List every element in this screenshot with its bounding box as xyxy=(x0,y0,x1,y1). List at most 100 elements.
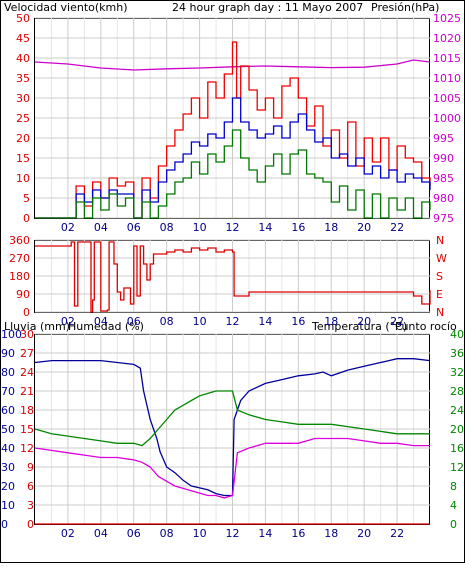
temperature-y-tick-label: 0 xyxy=(450,518,457,531)
humidity-y-tick-label: 80 xyxy=(1,366,15,379)
wind-panel-x-tick-label: 04 xyxy=(94,221,108,234)
humidity-y-tick-label: 100 xyxy=(1,328,22,341)
direction-panel-x-tick-label: 22 xyxy=(390,315,404,328)
wind-y-tick-label: 40 xyxy=(16,52,30,65)
humidity-y-tick-label: 0 xyxy=(1,518,8,531)
rain-y-tick-label: 6 xyxy=(27,480,34,493)
wind-minimum-line xyxy=(35,129,431,219)
pressure-y-tick-label: 1025 xyxy=(433,12,461,25)
wind-panel-x-tick-label: 06 xyxy=(127,221,141,234)
humidity-y-tick-label: 70 xyxy=(1,385,15,398)
humidity-panel-x-tick-label: 06 xyxy=(127,527,141,540)
temperature-y-tick-label: 28 xyxy=(450,385,464,398)
temperature-y-tick-label: 36 xyxy=(450,347,464,360)
pressure-y-tick-label: 990 xyxy=(433,152,454,165)
pressure-y-tick-label: 1015 xyxy=(433,52,461,65)
wind-y-tick-label: 45 xyxy=(16,32,30,45)
wind-average-line xyxy=(35,97,431,219)
pressure-y-tick-label: 1000 xyxy=(433,112,461,125)
temperature-y-tick-label: 12 xyxy=(450,461,464,474)
wind-panel-x-tick-label: 12 xyxy=(226,221,240,234)
rain-y-tick-label: 0 xyxy=(27,518,34,531)
rain-y-tick-label: 18 xyxy=(20,404,34,417)
wind-y-tick-label: 50 xyxy=(16,12,30,25)
wind-y-tick-label: 20 xyxy=(16,132,30,145)
humidity-panel-x-tick-label: 22 xyxy=(390,527,404,540)
wind-panel-x-tick-label: 22 xyxy=(390,221,404,234)
temperature-y-tick-label: 4 xyxy=(450,499,457,512)
direction-panel-x-tick-label: 18 xyxy=(324,315,338,328)
wind-panel-x-tick-label: 08 xyxy=(160,221,174,234)
wind-y-tick-label: 35 xyxy=(16,72,30,85)
temperature-y-tick-label: 20 xyxy=(450,423,464,436)
direction-y-tick-label: 270 xyxy=(9,252,30,265)
humidity-panel-x-tick-label: 08 xyxy=(160,527,174,540)
wind-panel-x-tick-label: 10 xyxy=(193,221,207,234)
humidity-panel-x-tick-label: 20 xyxy=(357,527,371,540)
direction-panel-x-tick-label: 16 xyxy=(291,315,305,328)
humidity-panel-x-tick-label: 10 xyxy=(193,527,207,540)
compass-tick-label: S xyxy=(436,270,443,283)
humidity-y-tick-label: 90 xyxy=(1,347,15,360)
humidity-y-tick-label: 10 xyxy=(1,499,15,512)
tick-labels-layer: 02 04 06 08 10 12 14 16 18 20 22051015202530354045… xyxy=(1,12,464,540)
humidity-y-tick-label: 30 xyxy=(1,461,15,474)
temperature-label: Temperatura (°C) xyxy=(311,320,407,333)
pressure-label: Presión(hPa) xyxy=(371,1,439,14)
rain-y-tick-label: 15 xyxy=(20,423,34,436)
wind-y-tick-label: 0 xyxy=(23,212,30,225)
humidity-y-tick-label: 20 xyxy=(1,480,15,493)
rain-y-tick-label: 12 xyxy=(20,442,34,455)
dewpoint-line xyxy=(34,437,430,499)
wind-speed-label: Velocidad viento(kmh) xyxy=(4,1,128,14)
wind-gust-line xyxy=(35,41,431,219)
temperature-y-tick-label: 24 xyxy=(450,404,464,417)
wind-y-tick-label: 15 xyxy=(16,152,30,165)
chart-title: 24 hour graph day : 11 Mayo 2007 xyxy=(172,1,363,14)
direction-panel-x-tick-label: 02 xyxy=(61,315,75,328)
wind-panel-x-tick-label: 16 xyxy=(291,221,305,234)
rain-y-tick-label: 3 xyxy=(27,499,34,512)
temperature-y-tick-label: 40 xyxy=(450,328,464,341)
temperature-line xyxy=(34,390,430,447)
rain-y-tick-label: 24 xyxy=(20,366,34,379)
direction-panel-x-tick-label: 14 xyxy=(258,315,272,328)
direction-y-tick-label: 0 xyxy=(23,306,30,319)
pressure-y-tick-label: 980 xyxy=(433,192,454,205)
pressure-y-tick-label: 1010 xyxy=(433,72,461,85)
humidity-panel-x-tick-label: 04 xyxy=(94,527,108,540)
direction-y-tick-label: 180 xyxy=(9,270,30,283)
wind-panel-x-tick-label: 20 xyxy=(357,221,371,234)
humidity-panel-x-tick-label: 12 xyxy=(226,527,240,540)
rain-y-tick-label: 9 xyxy=(27,461,34,474)
wind-direction-line xyxy=(35,241,431,313)
rain-label: Lluvia (mm) xyxy=(4,320,70,333)
pressure-y-tick-label: 1005 xyxy=(433,92,461,105)
direction-panel-x-tick-label: 06 xyxy=(127,315,141,328)
humidity-label: Humedad (%) xyxy=(68,320,144,333)
humidity-line xyxy=(34,358,431,497)
wind-y-tick-label: 5 xyxy=(23,192,30,205)
compass-tick-label: N xyxy=(436,234,444,247)
humidity-panel-x-tick-label: 18 xyxy=(324,527,338,540)
humidity-y-tick-label: 50 xyxy=(1,423,15,436)
wind-panel-x-tick-label: 18 xyxy=(324,221,338,234)
wind-panel-x-tick-label: 14 xyxy=(258,221,272,234)
wind-y-tick-label: 30 xyxy=(16,92,30,105)
dewpoint-label: Punto rocío xyxy=(395,320,457,333)
rain-y-tick-label: 27 xyxy=(20,347,34,360)
pressure-y-tick-label: 985 xyxy=(433,172,454,185)
rain-y-tick-label: 30 xyxy=(20,328,34,341)
pressure-y-tick-label: 975 xyxy=(433,212,454,225)
series-layer xyxy=(34,41,431,525)
humidity-panel-x-tick-label: 14 xyxy=(258,527,272,540)
direction-y-tick-label: 360 xyxy=(9,234,30,247)
temperature-y-tick-label: 16 xyxy=(450,442,464,455)
direction-panel-x-tick-label: 08 xyxy=(160,315,174,328)
humidity-y-tick-label: 40 xyxy=(1,442,15,455)
rain-y-tick-label: 21 xyxy=(20,385,34,398)
compass-tick-label: E xyxy=(436,288,443,301)
wind-panel-x-tick-label: 02 xyxy=(61,221,75,234)
